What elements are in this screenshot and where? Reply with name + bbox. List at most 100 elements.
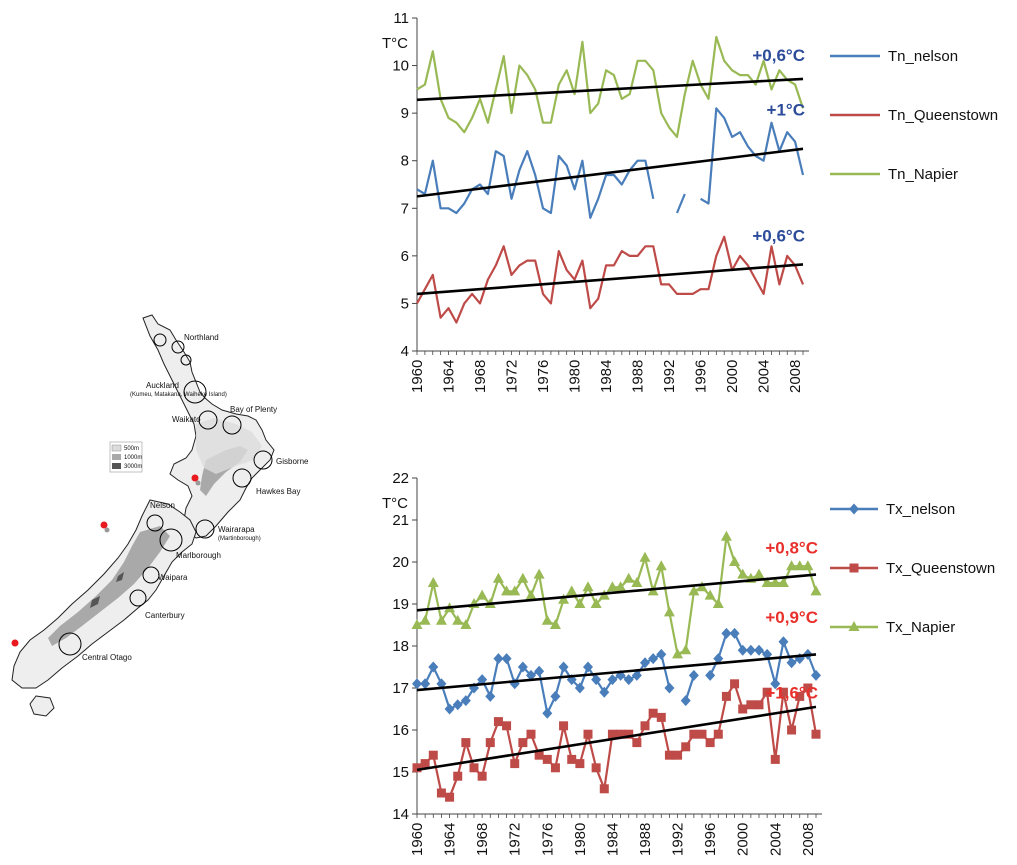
chart1-series-tx-napier-point-2000 bbox=[737, 568, 749, 579]
chart0-xtick-label-1968: 1968 bbox=[472, 360, 489, 393]
region-circle-nelson bbox=[146, 514, 164, 532]
chart1-series-tx-queenstown-point-1995 bbox=[697, 729, 707, 739]
chart1-series-tx-nelson-point-1964 bbox=[444, 703, 455, 715]
chart1-series-tx-napier-point-1978 bbox=[558, 593, 570, 604]
chart0-y-axis-label: T°C bbox=[382, 35, 408, 52]
map-label-canterbury: Canterbury bbox=[145, 611, 185, 620]
chart1-series-tx-queenstown-point-1978 bbox=[559, 721, 569, 731]
chart1-series-tx-queenstown-point-1965 bbox=[453, 771, 463, 781]
chart1-series-tx-napier-point-1998 bbox=[720, 530, 732, 541]
chart1-series-tx-queenstown-point-1996 bbox=[705, 738, 715, 748]
map-label-wairarapa-sub: (Martinborough) bbox=[218, 536, 261, 542]
chart1-series-tx-napier-point-1973 bbox=[517, 572, 529, 583]
chart1-xtick-label-1968: 1968 bbox=[474, 823, 491, 856]
chart1-series-tx-napier-point-1976 bbox=[541, 614, 553, 625]
chart1-series-tx-queenstown-point-1976 bbox=[542, 754, 552, 764]
chart1-series-tx-napier-point-1995 bbox=[696, 581, 708, 592]
chart1-annotation-2: +1,6°C bbox=[765, 684, 818, 703]
chart1-series-tx-napier-point-1997 bbox=[712, 598, 724, 608]
chart1-series-tx-nelson-point-1970 bbox=[493, 653, 504, 665]
chart1-series-tx-nelson-point-1969 bbox=[485, 690, 496, 702]
chart1-series-tx-queenstown-point-1993 bbox=[681, 742, 691, 752]
chart1-legend-tx-queenstown-label: Tx_Queenstown bbox=[886, 560, 995, 577]
tn-chart: 4 5 6 7 8 9 10 11 T°C 1960 1964 1968 1972 1976 1980 198… bbox=[382, 10, 998, 393]
chart1-series-tx-napier-point-1985 bbox=[615, 581, 627, 592]
map-label-auckland-sub: (Kumeu, Matakana, Waiheke Island) bbox=[130, 392, 227, 398]
map-label-bay-of-plenty: Bay of Plenty bbox=[230, 405, 277, 414]
chart1-series-tx-napier-point-1987 bbox=[631, 577, 643, 587]
chart1-ytick-label-14: 14 bbox=[392, 806, 409, 823]
region-circle-northland-2 bbox=[171, 340, 185, 354]
chart1-series-tx-queenstown-point-1960 bbox=[412, 763, 422, 773]
chart0-ytick-label-6: 6 bbox=[401, 248, 409, 265]
chart1-series-tx-nelson-point-1973 bbox=[517, 661, 528, 673]
chart1-series-tx-nelson-point-1977 bbox=[550, 690, 561, 702]
chart1-series-tx-nelson-point-1987 bbox=[631, 669, 642, 681]
chart0-xtick-label-1984: 1984 bbox=[598, 360, 615, 393]
chart1-series-tx-nelson-point-2003 bbox=[762, 648, 773, 660]
map-label-marlborough: Marlborough bbox=[176, 551, 221, 560]
chart0-ytick-label-11: 11 bbox=[393, 10, 409, 27]
chart1-series-tx-queenstown-point-1981 bbox=[583, 729, 593, 739]
chart1-series-tx-nelson-point-2001 bbox=[745, 644, 756, 656]
chart1-series-tx-napier-point-1960 bbox=[411, 619, 423, 629]
chart1-legend-tx-nelson-marker bbox=[849, 503, 859, 515]
chart1-series-tx-napier-point-1982 bbox=[590, 598, 602, 608]
chart1-series-tx-nelson-point-1974 bbox=[526, 669, 536, 681]
chart1-series-tx-nelson-line-1 bbox=[684, 675, 695, 701]
chart1-series-tx-nelson-point-1994 bbox=[688, 669, 699, 681]
chart1-series-tx-queenstown-point-1968 bbox=[477, 771, 487, 781]
chart1-series-tx-napier-point-1975 bbox=[533, 568, 545, 579]
chart1-series-tx-queenstown-point-1991 bbox=[664, 750, 674, 760]
chart1-series-tx-napier-point-1968 bbox=[476, 589, 488, 600]
chart1-series-tx-nelson-point-1971 bbox=[501, 653, 512, 665]
chart1-series-tx-nelson-point-1979 bbox=[566, 674, 577, 686]
chart0-annotation-2: +0,6°C bbox=[752, 227, 805, 246]
chart1-series-tx-queenstown-point-1962 bbox=[428, 750, 438, 760]
chart1-series-tx-napier-point-2007 bbox=[794, 560, 806, 571]
chart1-series-tx-nelson-point-1982 bbox=[591, 674, 602, 686]
chart1-xtick-label-2004: 2004 bbox=[767, 823, 784, 856]
chart1-series-tx-queenstown-point-1967 bbox=[469, 763, 479, 773]
chart1-xtick-label-2000: 2000 bbox=[735, 823, 752, 856]
chart0-legend-tn-queenstown-label: Tn_Queenstown bbox=[888, 107, 998, 124]
chart0-xtick-label-1988: 1988 bbox=[630, 360, 647, 393]
chart1-series-tx-queenstown-point-1979 bbox=[567, 754, 577, 764]
chart1-series-tx-napier-point-1980 bbox=[574, 598, 586, 608]
region-circle-auckland bbox=[183, 380, 207, 404]
map-label-auckland: Auckland bbox=[146, 381, 179, 390]
chart1-series-tx-nelson-point-1984 bbox=[607, 674, 618, 686]
chart1-series-tx-queenstown-point-1999 bbox=[730, 679, 740, 689]
chart1-series-tx-nelson-point-1988 bbox=[640, 657, 650, 669]
chart0-trend-tn-queenstown bbox=[416, 263, 804, 296]
region-circle-waipara bbox=[142, 566, 160, 584]
chart1-series-tx-nelson-point-2005 bbox=[778, 636, 789, 648]
north-island-relief-light bbox=[196, 418, 262, 474]
chart1-series-tx-queenstown-point-1994 bbox=[689, 729, 699, 739]
chart1-ytick-label-17: 17 bbox=[392, 680, 409, 697]
chart1-xtick-label-1980: 1980 bbox=[572, 823, 589, 856]
chart1-series-tx-napier-point-1971 bbox=[501, 585, 513, 596]
chart1-series-tx-queenstown-point-1989 bbox=[648, 708, 658, 718]
chart1-series-tx-queenstown-point-1961 bbox=[420, 759, 430, 769]
region-circle-canterbury bbox=[129, 589, 147, 607]
chart1-xtick-label-1992: 1992 bbox=[670, 823, 687, 856]
chart1-series-tx-napier-point-2005 bbox=[777, 577, 789, 587]
region-circle-hawkes-bay bbox=[232, 468, 252, 488]
chart1-series-tx-queenstown-point-1985 bbox=[616, 729, 626, 739]
chart1-series-tx-nelson-point-1976 bbox=[542, 707, 553, 719]
svg-text:1000m: 1000m bbox=[124, 455, 142, 461]
chart1-series-tx-queenstown-point-1971 bbox=[502, 721, 512, 731]
chart1-legend-tx-napier-label: Tx_Napier bbox=[886, 619, 955, 636]
chart0-xtick-label-2004: 2004 bbox=[756, 360, 773, 393]
chart1-series-tx-napier-point-2009 bbox=[810, 585, 822, 596]
tx-chart: 14 15 16 17 18 19 20 21 22 T°C 1960 1964 1968 1972 197… bbox=[382, 470, 995, 856]
chart1-trend-tx-nelson bbox=[416, 653, 817, 692]
chart1-series-tx-napier-point-1988 bbox=[639, 551, 651, 562]
chart0-xtick-label-1996: 1996 bbox=[693, 360, 710, 393]
chart1-series-tx-napier-point-2004 bbox=[769, 577, 781, 587]
new-zealand-map: 500m 1000m 3000m Northland Auckland (Kum… bbox=[11, 314, 309, 717]
chart1-series-tx-napier-point-1999 bbox=[729, 556, 741, 566]
chart1-series-tx-nelson-point-1963 bbox=[436, 678, 447, 690]
south-island-relief bbox=[48, 526, 170, 646]
